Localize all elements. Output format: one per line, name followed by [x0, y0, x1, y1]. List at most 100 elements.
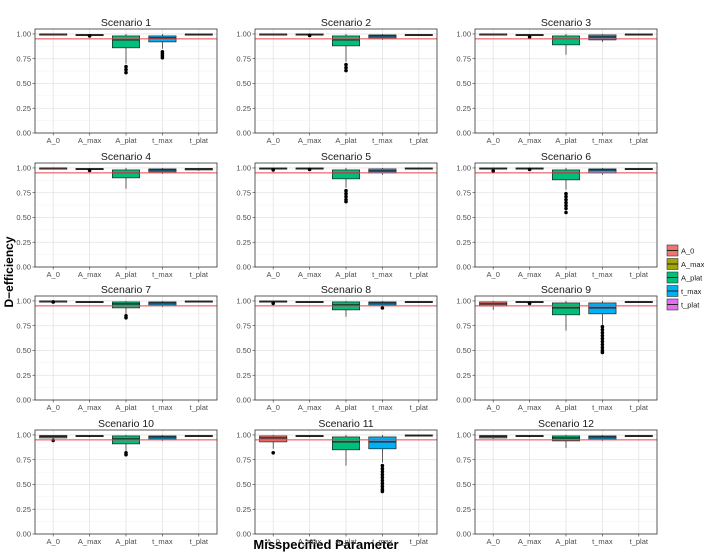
x-tick-label: A_plat: [335, 136, 357, 145]
x-tick-label: t_plat: [190, 403, 209, 412]
y-tick-label: 1.00: [16, 30, 31, 39]
panel-title: Scenario 3: [541, 17, 591, 29]
y-tick-label: 1.00: [236, 431, 251, 440]
x-tick-label: t_max: [372, 136, 393, 145]
y-tick-label: 0.00: [236, 263, 251, 272]
outlier-point: [527, 167, 532, 172]
x-tick-label: A_plat: [335, 270, 357, 279]
box-A_0: [259, 167, 288, 172]
box-t_max: [368, 300, 397, 310]
box-A_plat: [111, 33, 140, 75]
box-A_plat: [551, 300, 580, 331]
facet-panel: Scenario 7 0.00 0.25 0.50 0.75 1.00 A_0 A_max A_…: [16, 282, 218, 412]
box-t_max: [368, 434, 397, 494]
box-A_0: [39, 33, 68, 36]
outlier-point: [307, 33, 312, 38]
x-tick-label: t_plat: [190, 270, 209, 279]
y-tick-label: 0.75: [236, 188, 251, 197]
legend-label: t_max: [681, 287, 702, 296]
x-tick-label: t_plat: [630, 136, 649, 145]
x-tick-label: A_0: [487, 136, 500, 145]
y-tick-label: 0.75: [16, 188, 31, 197]
y-tick-label: 0.00: [236, 530, 251, 539]
legend-item: t_max: [666, 285, 702, 297]
outlier-point: [564, 200, 568, 205]
panel-strip: [475, 149, 657, 163]
y-axis-title: D−efficiency: [2, 236, 16, 307]
outlier-point: [600, 345, 605, 350]
x-tick-label: t_max: [152, 403, 173, 412]
panel-title: Scenario 4: [101, 151, 151, 163]
y-tick-label: 0.50: [16, 480, 31, 489]
y-tick-label: 0.25: [236, 238, 251, 247]
y-tick-label: 0.25: [236, 505, 251, 514]
x-tick-label: t_max: [372, 270, 393, 279]
outlier-point: [344, 194, 348, 199]
panel-title: Scenario 5: [321, 151, 371, 163]
y-tick-label: 0.50: [456, 79, 471, 88]
panel-strip: [255, 416, 437, 430]
outlier-point: [600, 342, 605, 347]
x-tick-label: A_max: [298, 270, 322, 279]
panel-strip: [255, 282, 437, 296]
x-tick-label: A_plat: [115, 136, 137, 145]
x-tick-label: A_plat: [555, 136, 577, 145]
facet-panel: Scenario 3 0.00 0.25 0.50 0.75 1.00 A_0 A_max A_…: [456, 15, 658, 145]
outlier-point: [51, 300, 55, 304]
outlier-point: [160, 55, 165, 60]
y-tick-label: 0.25: [456, 238, 471, 247]
facet-panel: Scenario 5 0.00 0.25 0.50 0.75 1.00 A_0 A_max A_…: [236, 149, 438, 279]
y-tick-label: 0.25: [456, 104, 471, 113]
y-tick-label: 1.00: [236, 297, 251, 306]
x-tick-label: A_0: [487, 403, 500, 412]
outlier-point: [380, 489, 385, 494]
x-tick-label: t_plat: [630, 537, 649, 546]
panel-title: Scenario 11: [318, 418, 373, 430]
outlier-point: [344, 68, 348, 73]
x-tick-label: t_plat: [630, 270, 649, 279]
panel-title: Scenario 6: [541, 151, 591, 163]
box-A_plat: [332, 33, 361, 73]
box-A_max: [295, 434, 324, 438]
box-iqr: [259, 435, 288, 443]
box-t_plat: [184, 434, 213, 437]
facet-panel: Scenario 12 0.00 0.25 0.50 0.75 1.00 A_0 A_max A…: [456, 416, 658, 546]
box-A_max: [515, 300, 544, 306]
outlier-point: [307, 167, 312, 172]
panel-strip: [35, 149, 217, 163]
x-tick-label: t_plat: [410, 136, 429, 145]
y-tick-label: 0.50: [16, 79, 31, 88]
y-tick-label: 1.00: [16, 431, 31, 440]
legend-item: A_max: [666, 258, 705, 270]
legend-label: A_0: [681, 247, 694, 256]
y-tick-label: 0.25: [16, 104, 31, 113]
x-tick-label: t_plat: [190, 136, 209, 145]
box-iqr: [332, 35, 361, 47]
facet-panel: Scenario 2 0.00 0.25 0.50 0.75 1.00 A_0 A_max A_…: [236, 15, 438, 145]
panel-strip: [35, 15, 217, 29]
x-tick-label: A_plat: [555, 403, 577, 412]
outlier-point: [271, 168, 276, 172]
box-t_plat: [404, 300, 433, 303]
outlier-point: [344, 62, 348, 67]
outlier-point: [124, 315, 128, 320]
y-tick-label: 0.25: [456, 371, 471, 380]
y-tick-label: 0.25: [16, 505, 31, 514]
facet-panel: Scenario 4 0.00 0.25 0.50 0.75 1.00 A_0 A_max A_…: [16, 149, 218, 279]
outlier-point: [600, 350, 605, 355]
x-tick-label: A_0: [487, 270, 500, 279]
outlier-point: [564, 197, 568, 202]
panel-title: Scenario 7: [101, 284, 151, 296]
box-t_max: [588, 33, 617, 42]
outlier-point: [124, 70, 128, 75]
box-t_plat: [404, 33, 433, 36]
box-A_0: [259, 33, 288, 36]
y-tick-label: 0.00: [456, 263, 471, 272]
outlier-point: [527, 301, 532, 306]
outlier-point: [600, 339, 605, 344]
x-tick-label: A_plat: [335, 537, 357, 546]
outlier-point: [344, 65, 348, 70]
outlier-point: [600, 336, 605, 341]
legend-label: t_plat: [681, 301, 700, 310]
box-A_max: [75, 434, 104, 438]
